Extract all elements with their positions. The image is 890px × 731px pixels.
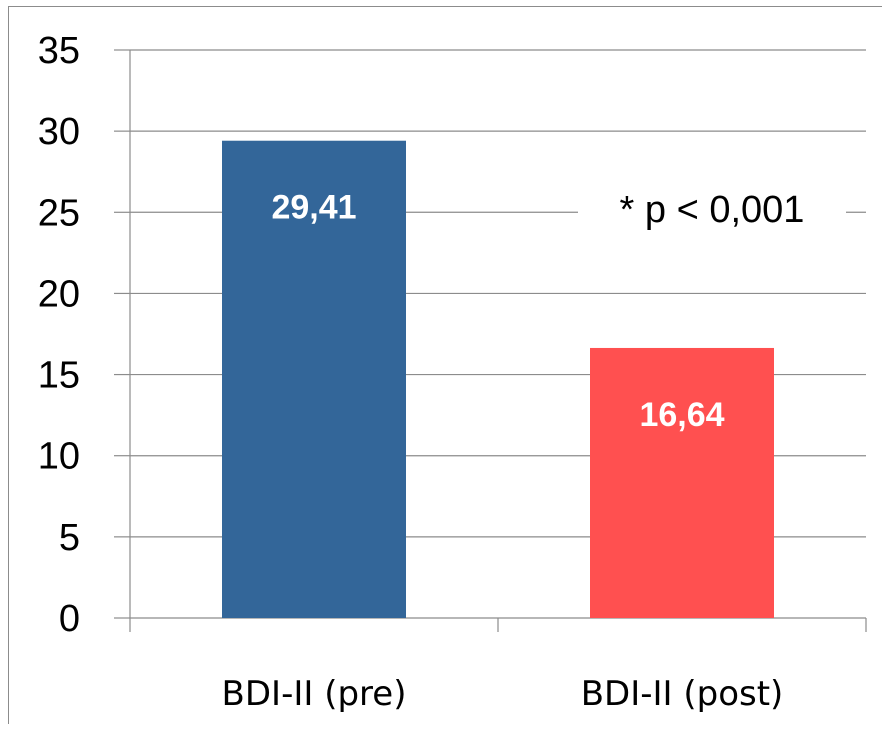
x-tick-label: BDI-II (post) xyxy=(581,674,784,714)
y-tick-label: 0 xyxy=(59,598,80,640)
y-tick-label: 20 xyxy=(38,273,80,315)
y-tick-label: 10 xyxy=(38,436,80,478)
significance-annotation: * p < 0,001 xyxy=(620,189,805,231)
bar xyxy=(222,140,406,618)
x-tick-label: BDI-II (pre) xyxy=(222,674,407,714)
bar-data-labels: 29,41 16,64 xyxy=(271,189,724,434)
chart-frame xyxy=(8,6,882,724)
bar-data-label: 29,41 xyxy=(271,189,356,227)
x-tick-labels: BDI-II (pre) BDI-II (post) xyxy=(222,674,784,714)
y-tick-label: 25 xyxy=(38,192,80,234)
y-tick-label: 5 xyxy=(59,517,80,559)
bar xyxy=(590,347,774,618)
y-tick-labels: 0 5 10 15 20 25 30 35 xyxy=(38,30,80,640)
annotation-background xyxy=(578,180,846,236)
y-tick-label: 35 xyxy=(38,30,80,72)
y-tick-label: 30 xyxy=(38,111,80,153)
bar-data-label: 16,64 xyxy=(639,396,724,434)
y-tick-label: 15 xyxy=(38,355,80,397)
bars xyxy=(222,140,774,618)
